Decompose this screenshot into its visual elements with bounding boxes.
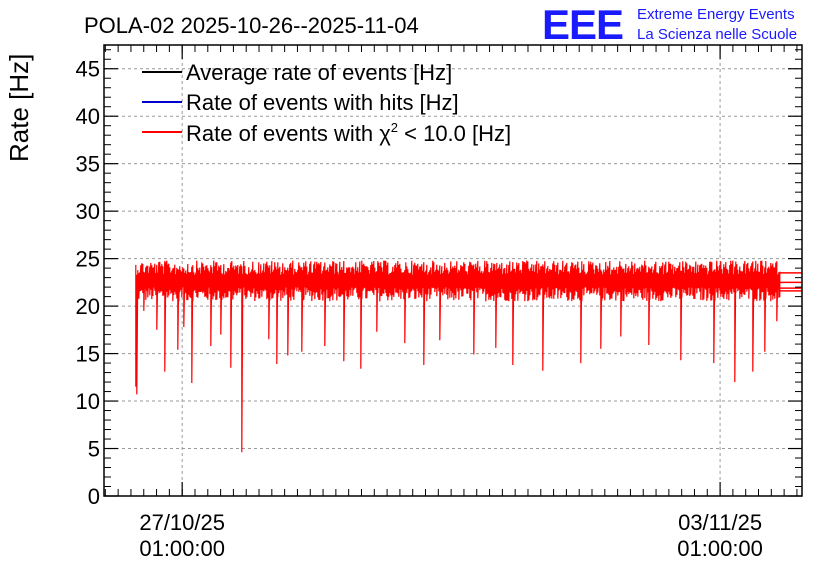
x-tick-time-label: 01:00:00 (139, 536, 225, 561)
y-tick-label: 35 (76, 152, 100, 177)
x-tick-date-label: 03/11/25 (678, 510, 762, 535)
y-tick-label: 25 (76, 247, 100, 272)
eee-logo-line1: Extreme Energy Events (637, 6, 795, 23)
series-line-chi2 (135, 260, 781, 453)
y-tick-label: 10 (76, 389, 100, 414)
y-tick-label: 45 (76, 57, 100, 82)
plot-area (135, 260, 802, 453)
x-tick-time-label: 01:00:00 (677, 536, 763, 561)
eee-logo-text: EEE (542, 1, 623, 48)
eee-logo: EEE Extreme Energy Events La Scienza nel… (542, 1, 797, 48)
y-tick-label: 30 (76, 199, 100, 224)
plot-frame (103, 44, 803, 497)
axes: 05101520253035404527/10/2501:00:0003/11/… (76, 45, 802, 561)
y-tick-label: 5 (88, 437, 100, 462)
chart-title: POLA-02 2025-10-26--2025-11-04 (84, 13, 419, 38)
eee-logo-line2: La Scienza nelle Scuole (637, 26, 797, 43)
legend: Average rate of events [Hz] Rate of even… (142, 60, 511, 146)
legend-label-average: Average rate of events [Hz] (186, 60, 452, 85)
y-tick-label: 0 (88, 484, 100, 509)
x-tick-date-label: 27/10/25 (139, 510, 225, 535)
y-tick-label: 15 (76, 342, 100, 367)
y-tick-label: 20 (76, 294, 100, 319)
legend-label-chi2: Rate of events with χ2 < 10.0 [Hz] (186, 120, 511, 146)
y-axis-title: Rate [Hz] (4, 54, 34, 162)
y-tick-label: 40 (76, 104, 100, 129)
legend-label-hits: Rate of events with hits [Hz] (186, 90, 459, 115)
